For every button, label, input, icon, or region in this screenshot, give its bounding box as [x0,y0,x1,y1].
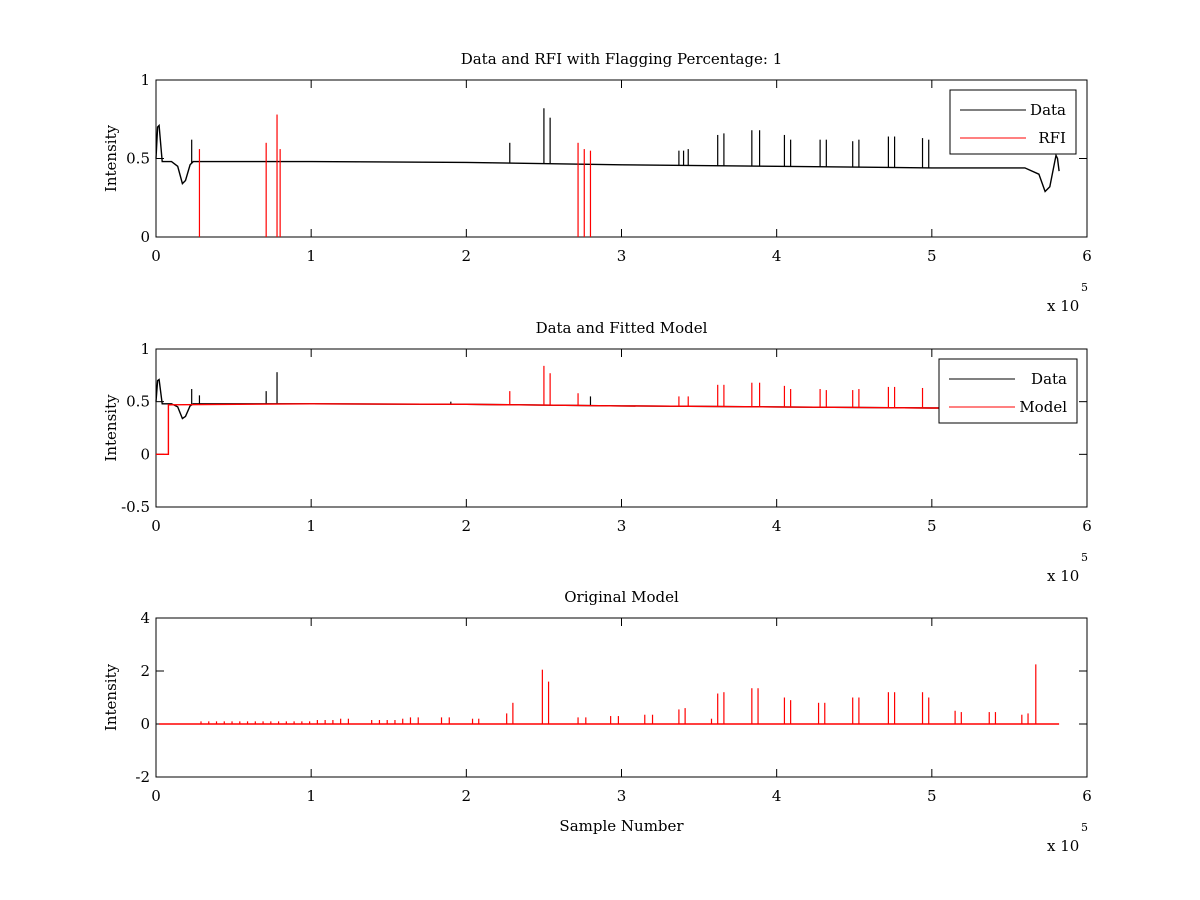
x-exponent-base: x 10 [1047,567,1079,585]
x-ticks: 0 1 2 3 4 5 6 [151,349,1092,535]
series-model [156,365,940,455]
x-tick-label: 0 [151,517,161,535]
series-rfi [198,114,592,237]
legend-label: Data [1031,370,1067,388]
y-tick-label: 0 [140,228,150,246]
legend: Data RFI [949,89,1077,155]
plot-area [155,617,1088,778]
y-tick-label: 1 [140,71,150,89]
x-ticks: 0 1 2 3 4 5 6 [151,80,1092,265]
x-tick-label: 5 [927,787,937,805]
x-tick-label: 2 [462,787,472,805]
plot-area [155,79,1088,238]
x-tick-label: 3 [617,247,627,265]
x-tick-label: 0 [151,787,161,805]
legend: Data Model [938,358,1078,424]
series-line [155,123,1060,193]
legend-label: RFI [1038,129,1066,147]
x-tick-label: 1 [306,517,316,535]
series-data [155,108,1060,193]
x-tick-label: 5 [927,517,937,535]
y-tick-label: 4 [140,609,150,627]
x-exponent-power: 5 [1081,281,1088,294]
y-axis-label: Intensity [102,394,120,462]
x-tick-label: 2 [462,247,472,265]
series-model [159,664,1060,725]
y-axis-label: Intensity [102,124,120,192]
y-tick-label: 0.5 [126,150,150,168]
y-tick-label: 1 [140,340,150,358]
legend-box [938,358,1078,424]
x-tick-label: 2 [462,517,472,535]
x-tick-label: 3 [617,787,627,805]
x-tick-label: 4 [772,247,782,265]
y-tick-label: 2 [140,662,150,680]
x-tick-label: 5 [927,247,937,265]
x-tick-label: 6 [1082,787,1092,805]
x-exponent-base: x 10 [1047,297,1079,315]
y-ticks: -0.5 0 0.5 1 [121,340,1087,516]
x-axis-label: Sample Number [559,817,684,835]
legend-box [949,89,1077,155]
chart-title: Data and Fitted Model [536,319,708,337]
chart-title: Original Model [564,588,679,606]
chart-title: Data and RFI with Flagging Percentage: 1 [461,50,783,68]
x-tick-label: 0 [151,247,161,265]
x-tick-label: 6 [1082,517,1092,535]
x-tick-label: 1 [306,247,316,265]
series-line [156,403,940,455]
x-tick-label: 4 [772,517,782,535]
x-exponent-power: 5 [1081,551,1088,564]
x-ticks: 0 1 2 3 4 5 6 [151,618,1092,805]
x-exponent-power: 5 [1081,821,1088,834]
legend-label: Model [1019,398,1067,416]
legend-label: Data [1030,101,1066,119]
x-tick-label: 3 [617,517,627,535]
x-tick-label: 4 [772,787,782,805]
x-tick-label: 6 [1082,247,1092,265]
y-axis-label: Intensity [102,663,120,731]
plot-area [155,348,1088,508]
y-tick-label: 0 [140,715,150,733]
x-exponent-base: x 10 [1047,837,1079,855]
y-tick-label: 0.5 [126,393,150,411]
x-tick-label: 1 [306,787,316,805]
y-tick-label: -0.5 [121,498,150,516]
y-ticks: -2 0 2 4 [135,609,1087,786]
y-tick-label: -2 [135,768,150,786]
y-tick-label: 0 [140,445,150,463]
y-ticks: 00.51 [126,71,1087,246]
